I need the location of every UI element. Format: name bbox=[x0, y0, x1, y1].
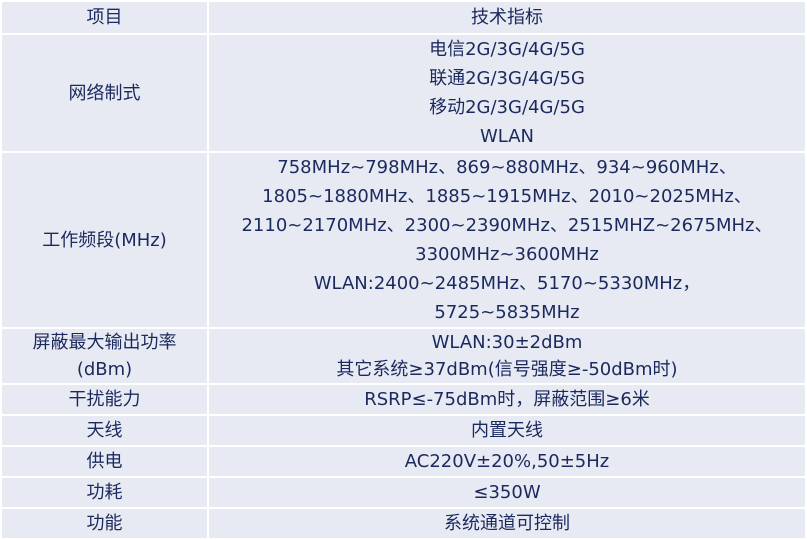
row-label: 屏蔽最大输出功率 (dBm) bbox=[0, 327, 209, 385]
table-row: 工作频段(MHz) 758MHz~798MHz、869~880MHz、934~9… bbox=[0, 151, 807, 329]
table-row: 功耗 ≤350W bbox=[0, 476, 807, 509]
row-label: 网络制式 bbox=[0, 33, 209, 153]
header-spec: 技术指标 bbox=[207, 0, 807, 35]
row-value: 系统通道可控制 bbox=[207, 507, 807, 540]
row-value: 电信2G/3G/4G/5G 联通2G/3G/4G/5G 移动2G/3G/4G/5… bbox=[207, 33, 807, 153]
row-label: 功能 bbox=[0, 507, 209, 540]
row-label: 工作频段(MHz) bbox=[0, 151, 209, 329]
value-line: 电信2G/3G/4G/5G bbox=[429, 39, 585, 60]
value-line: 3300MHz~3600MHz bbox=[415, 244, 599, 265]
value-line: WLAN:30±2dBm bbox=[431, 332, 583, 353]
row-value: 758MHz~798MHz、869~880MHz、934~960MHz、 180… bbox=[207, 151, 807, 329]
row-label: 天线 bbox=[0, 414, 209, 447]
row-label: 功耗 bbox=[0, 476, 209, 509]
label-line: (dBm) bbox=[76, 359, 133, 380]
table-row: 网络制式 电信2G/3G/4G/5G 联通2G/3G/4G/5G 移动2G/3G… bbox=[0, 33, 807, 153]
value-line: 2110~2170MHz、2300~2390MHz、2515MHZ~2675MH… bbox=[241, 215, 773, 236]
value-line: 758MHz~798MHz、869~880MHz、934~960MHz、 bbox=[277, 157, 737, 178]
table-row: 屏蔽最大输出功率 (dBm) WLAN:30±2dBm 其它系统≥37dBm(信… bbox=[0, 327, 807, 385]
row-value: ≤350W bbox=[207, 476, 807, 509]
row-value: AC220V±20%,50±5Hz bbox=[207, 445, 807, 478]
value-line: WLAN:2400~2485MHz、5170~5330MHz， bbox=[313, 273, 701, 294]
value-line: 1805~1880MHz、1885~1915MHz、2010~2025MHz、 bbox=[262, 186, 752, 207]
header-row: 项目 技术指标 bbox=[0, 0, 807, 35]
header-item: 项目 bbox=[0, 0, 209, 35]
row-value: WLAN:30±2dBm 其它系统≥37dBm(信号强度≥-50dBm时) bbox=[207, 327, 807, 385]
table-row: 供电 AC220V±20%,50±5Hz bbox=[0, 445, 807, 478]
row-label: 供电 bbox=[0, 445, 209, 478]
value-line: 5725~5835MHz bbox=[434, 302, 580, 323]
row-label: 干扰能力 bbox=[0, 383, 209, 416]
value-line: WLAN bbox=[479, 126, 535, 147]
row-value: RSRP≤-75dBm时，屏蔽范围≥6米 bbox=[207, 383, 807, 416]
table-row: 功能 系统通道可控制 bbox=[0, 507, 807, 540]
table-row: 干扰能力 RSRP≤-75dBm时，屏蔽范围≥6米 bbox=[0, 383, 807, 416]
row-value: 内置天线 bbox=[207, 414, 807, 447]
value-line: 移动2G/3G/4G/5G bbox=[429, 97, 585, 118]
value-line: 联通2G/3G/4G/5G bbox=[429, 68, 585, 89]
label-line: 屏蔽最大输出功率 bbox=[32, 332, 177, 353]
table-row: 天线 内置天线 bbox=[0, 414, 807, 447]
value-line: 其它系统≥37dBm(信号强度≥-50dBm时) bbox=[336, 359, 678, 380]
